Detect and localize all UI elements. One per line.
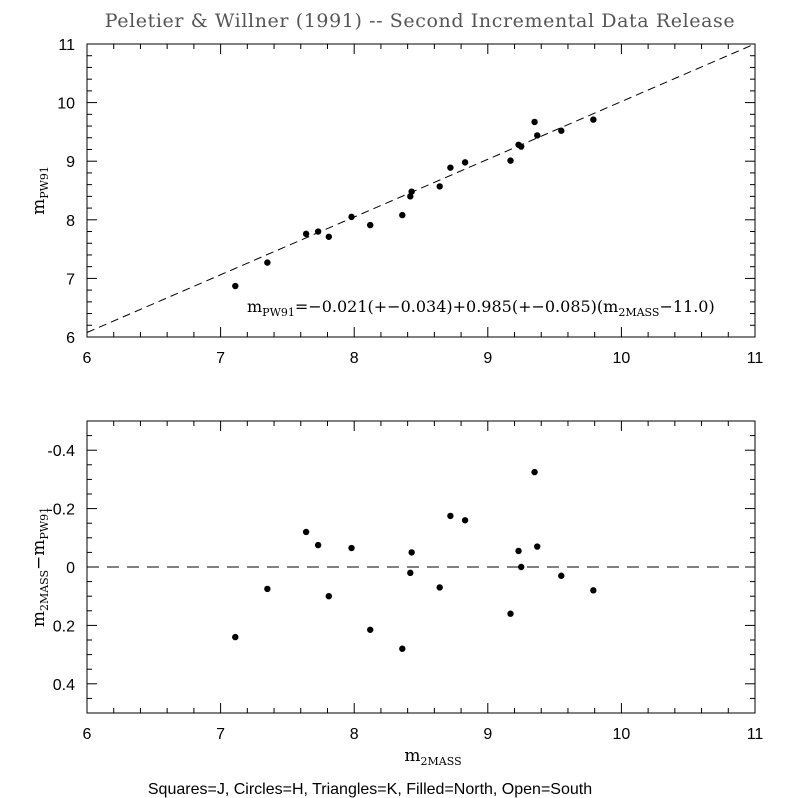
y-tick-label: 6	[66, 330, 75, 347]
x-tick-label: 8	[350, 726, 359, 743]
y-tick-label: 0	[66, 560, 75, 577]
data-point	[408, 549, 415, 556]
x-tick-label: 10	[613, 350, 631, 367]
y-tick-label: 9	[66, 154, 75, 171]
data-point	[518, 563, 525, 571]
figure-title: Peletier & Willner (1991) -- Second Incr…	[105, 10, 735, 32]
data-point	[534, 543, 541, 550]
x-tick-label: 11	[747, 350, 764, 367]
data-point	[325, 233, 333, 240]
data-point	[518, 143, 525, 150]
x-tick-label: 9	[483, 726, 492, 743]
data-point	[348, 213, 355, 221]
top-panel: 6 7 8 9 10 11 6 7 8 9 10 11 mPW91 mPW91=−0.021(+−0.03…	[29, 37, 763, 367]
y-tick-label: 11	[58, 37, 75, 54]
top-y-axis-label: mPW91	[29, 166, 51, 215]
data-point	[515, 547, 522, 555]
data-point	[232, 282, 239, 290]
y-axis-label-text: mPW91	[29, 166, 51, 215]
data-point	[367, 626, 374, 633]
data-point	[232, 633, 239, 641]
y-tick-label: -0.4	[47, 443, 75, 460]
y-tick-label: 8	[66, 213, 75, 230]
y-axis-label-text: m2MASS−mPW91	[29, 507, 51, 627]
data-point	[461, 517, 469, 524]
data-point	[408, 188, 415, 195]
data-point	[531, 468, 538, 476]
data-point	[447, 164, 454, 171]
data-point	[558, 127, 565, 134]
bottom-y-axis-label: m2MASS−mPW91	[29, 507, 51, 627]
data-point	[531, 118, 538, 126]
data-point	[399, 645, 406, 652]
data-point	[367, 221, 374, 229]
data-point	[436, 183, 443, 190]
top-plot-frame	[86, 43, 756, 338]
data-point	[590, 116, 597, 123]
x-tick-label: 7	[216, 350, 225, 367]
x-tick-label: 9	[483, 350, 492, 367]
y-tick-label: 0.2	[53, 618, 75, 635]
fit-equation-annotation: mPW91=−0.021(+−0.034)+0.985(+−0.085)(m2M…	[247, 297, 715, 319]
x-tick-label: 7	[216, 726, 225, 743]
y-tick-label: 0.4	[53, 677, 75, 694]
data-point	[534, 132, 541, 139]
data-point	[302, 230, 310, 238]
x-tick-label: 8	[350, 350, 359, 367]
data-point	[314, 541, 322, 549]
data-point	[399, 211, 406, 219]
x-axis-label: m2MASS	[404, 746, 461, 768]
data-point	[507, 157, 514, 164]
data-point	[325, 593, 333, 600]
data-point	[264, 585, 271, 593]
y-tick-label: 10	[57, 96, 75, 113]
data-point	[558, 572, 565, 579]
data-point	[302, 528, 310, 536]
x-tick-label: 6	[83, 726, 92, 743]
x-tick-label: 6	[83, 350, 92, 367]
y-tick-label: -0.2	[47, 502, 75, 519]
data-point	[590, 587, 597, 594]
x-tick-label: 10	[613, 726, 631, 743]
marker-legend: Squares=J, Circles=H, Triangles=K, Fille…	[148, 781, 592, 798]
data-point	[447, 512, 454, 520]
data-point	[264, 259, 271, 266]
data-point	[348, 544, 355, 552]
data-point	[507, 610, 514, 617]
x-tick-label: 11	[747, 726, 764, 743]
y-tick-label: 7	[66, 271, 75, 288]
data-point	[314, 228, 322, 235]
data-point	[407, 569, 414, 577]
top-reference-line	[86, 43, 756, 333]
bottom-panel: 6 7 8 9 10 11 0.4 0.2 0 -0.2 -0.4 m2MASS−mPW91 m2MAS…	[29, 420, 764, 768]
data-point	[436, 584, 443, 591]
data-point	[461, 159, 469, 166]
